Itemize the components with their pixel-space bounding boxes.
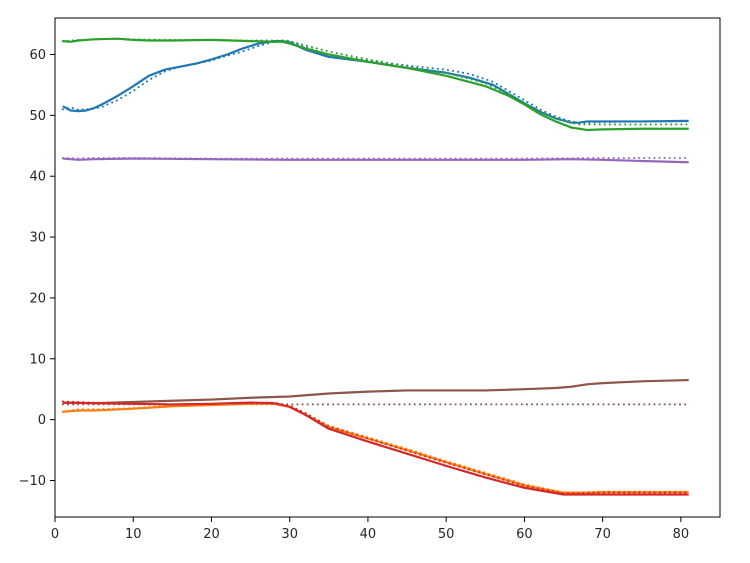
x-tick-label: 60 <box>516 527 533 542</box>
y-tick-label: 40 <box>29 170 46 185</box>
x-tick-label: 30 <box>281 527 298 542</box>
y-tick-label: 50 <box>29 109 46 124</box>
series-line-3-solid <box>62 37 689 132</box>
axes-layer: 0 10 20 30 40 50 60 70 80 −10 0 10 20 30 40 50 60 <box>19 17 721 542</box>
y-tick-label: −10 <box>19 474 46 489</box>
series-line-7-solid <box>62 378 689 405</box>
x-tick-label: 40 <box>360 527 377 542</box>
axes-frame <box>54 17 721 518</box>
series-layer <box>61 37 690 496</box>
x-tick-label: 50 <box>438 527 455 542</box>
y-tick-label: 10 <box>29 352 46 367</box>
x-tick-label: 10 <box>125 527 142 542</box>
x-tick-label: 70 <box>594 527 611 542</box>
x-tick-label: 80 <box>673 527 690 542</box>
x-tick-label: 20 <box>203 527 220 542</box>
y-tick-label: 0 <box>38 413 46 428</box>
x-tick-label: 0 <box>51 527 59 542</box>
series-line-5-solid <box>62 157 689 164</box>
y-tick-label: 20 <box>29 291 46 306</box>
series-line-11-solid <box>62 401 689 496</box>
series-line-4-dotted <box>61 156 690 160</box>
y-tick-label: 30 <box>29 231 46 246</box>
y-tick-label: 60 <box>29 48 46 63</box>
